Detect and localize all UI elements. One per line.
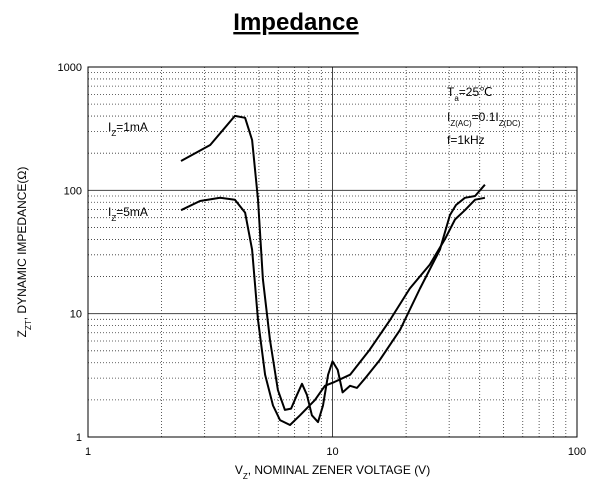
annotation: Ta=25℃ [447,85,493,103]
x-tick-label: 100 [568,446,586,458]
series-label: IZ=5mA [108,205,148,223]
text-part: I [108,205,111,219]
plot-frame [87,66,578,438]
text-part: Z [15,330,29,337]
y-tick-label: 1 [76,432,82,444]
text-part: , DYNAMIC IMPEDANCE(Ω) [15,167,29,321]
series-line [180,196,486,426]
subscript: Z [111,129,116,138]
x-tick-label: 1 [85,446,91,458]
text-part: =0.1I [472,110,499,124]
series-label: IZ=1mA [108,120,148,138]
subscript: Z(DC) [499,119,521,128]
y-tick-label: 10 [70,309,82,321]
subscript: a [454,94,459,103]
text-part: f=1kHz [447,133,485,147]
y-tick-label: 1000 [58,62,82,74]
text-part: =1mA [116,120,148,134]
series-line [180,114,486,424]
text-part: V [235,463,243,477]
text-part: I [108,120,111,134]
y-axis-label: ZZT, DYNAMIC IMPEDANCE(Ω) [15,167,33,338]
x-tick-label: 10 [326,446,338,458]
subscript: Z(AC) [450,119,472,128]
y-tick-label: 100 [64,185,82,197]
annotation: f=1kHz [447,133,485,147]
annotation: IZ(AC)=0.1IZ(DC) [447,110,521,128]
chart-title: Impedance [233,9,358,36]
x-axis-label: VZ, NOMINAL ZENER VOLTAGE (V) [235,463,430,481]
text-part: T [447,85,455,99]
subscript: ZT [24,320,33,330]
subscript: Z [243,472,248,481]
subscript: Z [111,214,116,223]
text-part: I [447,110,450,124]
text-part: =25℃ [459,85,493,99]
text-part: =5mA [116,205,148,219]
text-part: , NOMINAL ZENER VOLTAGE (V) [248,463,430,477]
